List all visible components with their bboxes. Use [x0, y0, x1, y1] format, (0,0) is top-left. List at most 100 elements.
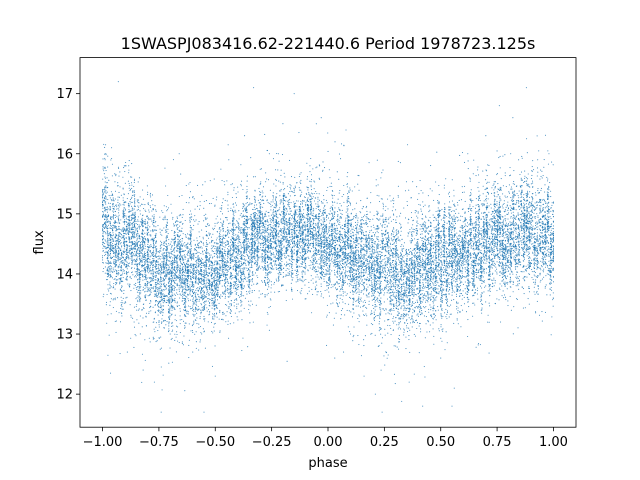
data-point — [257, 225, 259, 227]
data-point — [230, 254, 233, 256]
data-point — [192, 257, 194, 259]
data-point — [272, 247, 274, 249]
data-point — [169, 290, 171, 292]
data-point — [189, 217, 191, 219]
data-point — [246, 219, 249, 222]
data-point — [199, 325, 202, 328]
data-point — [131, 163, 133, 165]
data-point — [114, 266, 116, 268]
data-point — [153, 286, 155, 288]
data-point — [161, 261, 163, 263]
data-point — [192, 269, 194, 271]
data-point — [104, 177, 107, 179]
data-point — [141, 220, 143, 222]
data-point — [216, 247, 218, 249]
data-point — [270, 233, 272, 235]
data-point — [172, 276, 174, 279]
data-point — [155, 235, 157, 237]
data-point — [179, 293, 181, 295]
data-point — [128, 239, 130, 241]
data-point — [182, 268, 184, 270]
data-point — [210, 276, 212, 278]
data-point — [139, 226, 141, 228]
data-point — [256, 227, 258, 229]
data-point — [240, 291, 242, 293]
data-point — [102, 231, 104, 233]
data-point — [133, 179, 136, 181]
data-point — [166, 221, 168, 223]
data-point — [245, 251, 247, 254]
data-point — [183, 263, 185, 265]
data-point — [185, 307, 187, 309]
data-point — [113, 259, 115, 261]
data-point — [132, 191, 134, 193]
data-point — [107, 256, 109, 258]
data-point — [170, 267, 172, 269]
data-point — [224, 297, 226, 299]
data-point — [214, 263, 216, 265]
data-point — [131, 226, 133, 229]
data-point — [171, 245, 173, 247]
data-point — [134, 248, 136, 250]
data-point — [264, 282, 267, 284]
data-point — [112, 224, 114, 226]
data-point — [248, 308, 250, 311]
data-point — [221, 257, 223, 259]
data-point — [105, 203, 107, 205]
data-point — [267, 254, 269, 256]
data-point — [245, 225, 247, 227]
data-point — [223, 285, 225, 287]
data-point — [119, 279, 121, 281]
data-point — [188, 294, 190, 296]
data-point — [139, 251, 141, 253]
data-point — [155, 273, 157, 275]
data-point — [150, 291, 152, 294]
data-point — [158, 310, 160, 312]
data-point — [134, 216, 136, 219]
data-point — [160, 255, 162, 257]
data-point — [181, 291, 183, 293]
data-point — [182, 278, 184, 280]
data-point — [251, 256, 253, 258]
data-point — [260, 181, 262, 183]
data-point — [133, 216, 135, 218]
data-point — [161, 210, 163, 212]
data-point — [109, 257, 111, 259]
data-point — [194, 265, 196, 267]
data-point — [240, 310, 242, 312]
data-point — [182, 303, 184, 305]
data-point — [158, 288, 160, 290]
data-point — [267, 221, 269, 223]
data-point — [214, 289, 216, 291]
data-point — [240, 244, 242, 246]
data-point — [121, 315, 123, 317]
data-point — [262, 231, 265, 233]
data-point — [120, 302, 122, 304]
data-point — [196, 267, 198, 269]
data-point — [230, 230, 232, 232]
data-point — [230, 302, 232, 305]
data-point — [106, 273, 108, 275]
data-point — [148, 272, 150, 274]
data-point — [259, 214, 261, 216]
data-point — [147, 287, 149, 289]
data-point — [200, 332, 202, 334]
data-point — [250, 220, 252, 222]
data-point — [115, 253, 117, 255]
data-point — [240, 270, 242, 272]
data-point — [105, 210, 107, 212]
data-point — [104, 207, 106, 209]
data-point — [181, 286, 183, 288]
data-point — [193, 320, 195, 322]
data-point — [114, 260, 116, 262]
data-point — [203, 291, 205, 293]
data-point — [149, 264, 151, 266]
data-point — [173, 286, 175, 288]
data-point — [114, 246, 116, 248]
data-point — [162, 252, 164, 254]
data-point — [224, 257, 226, 259]
data-point — [110, 244, 112, 246]
data-point — [136, 265, 138, 267]
data-point — [122, 211, 124, 213]
data-point — [176, 244, 178, 246]
